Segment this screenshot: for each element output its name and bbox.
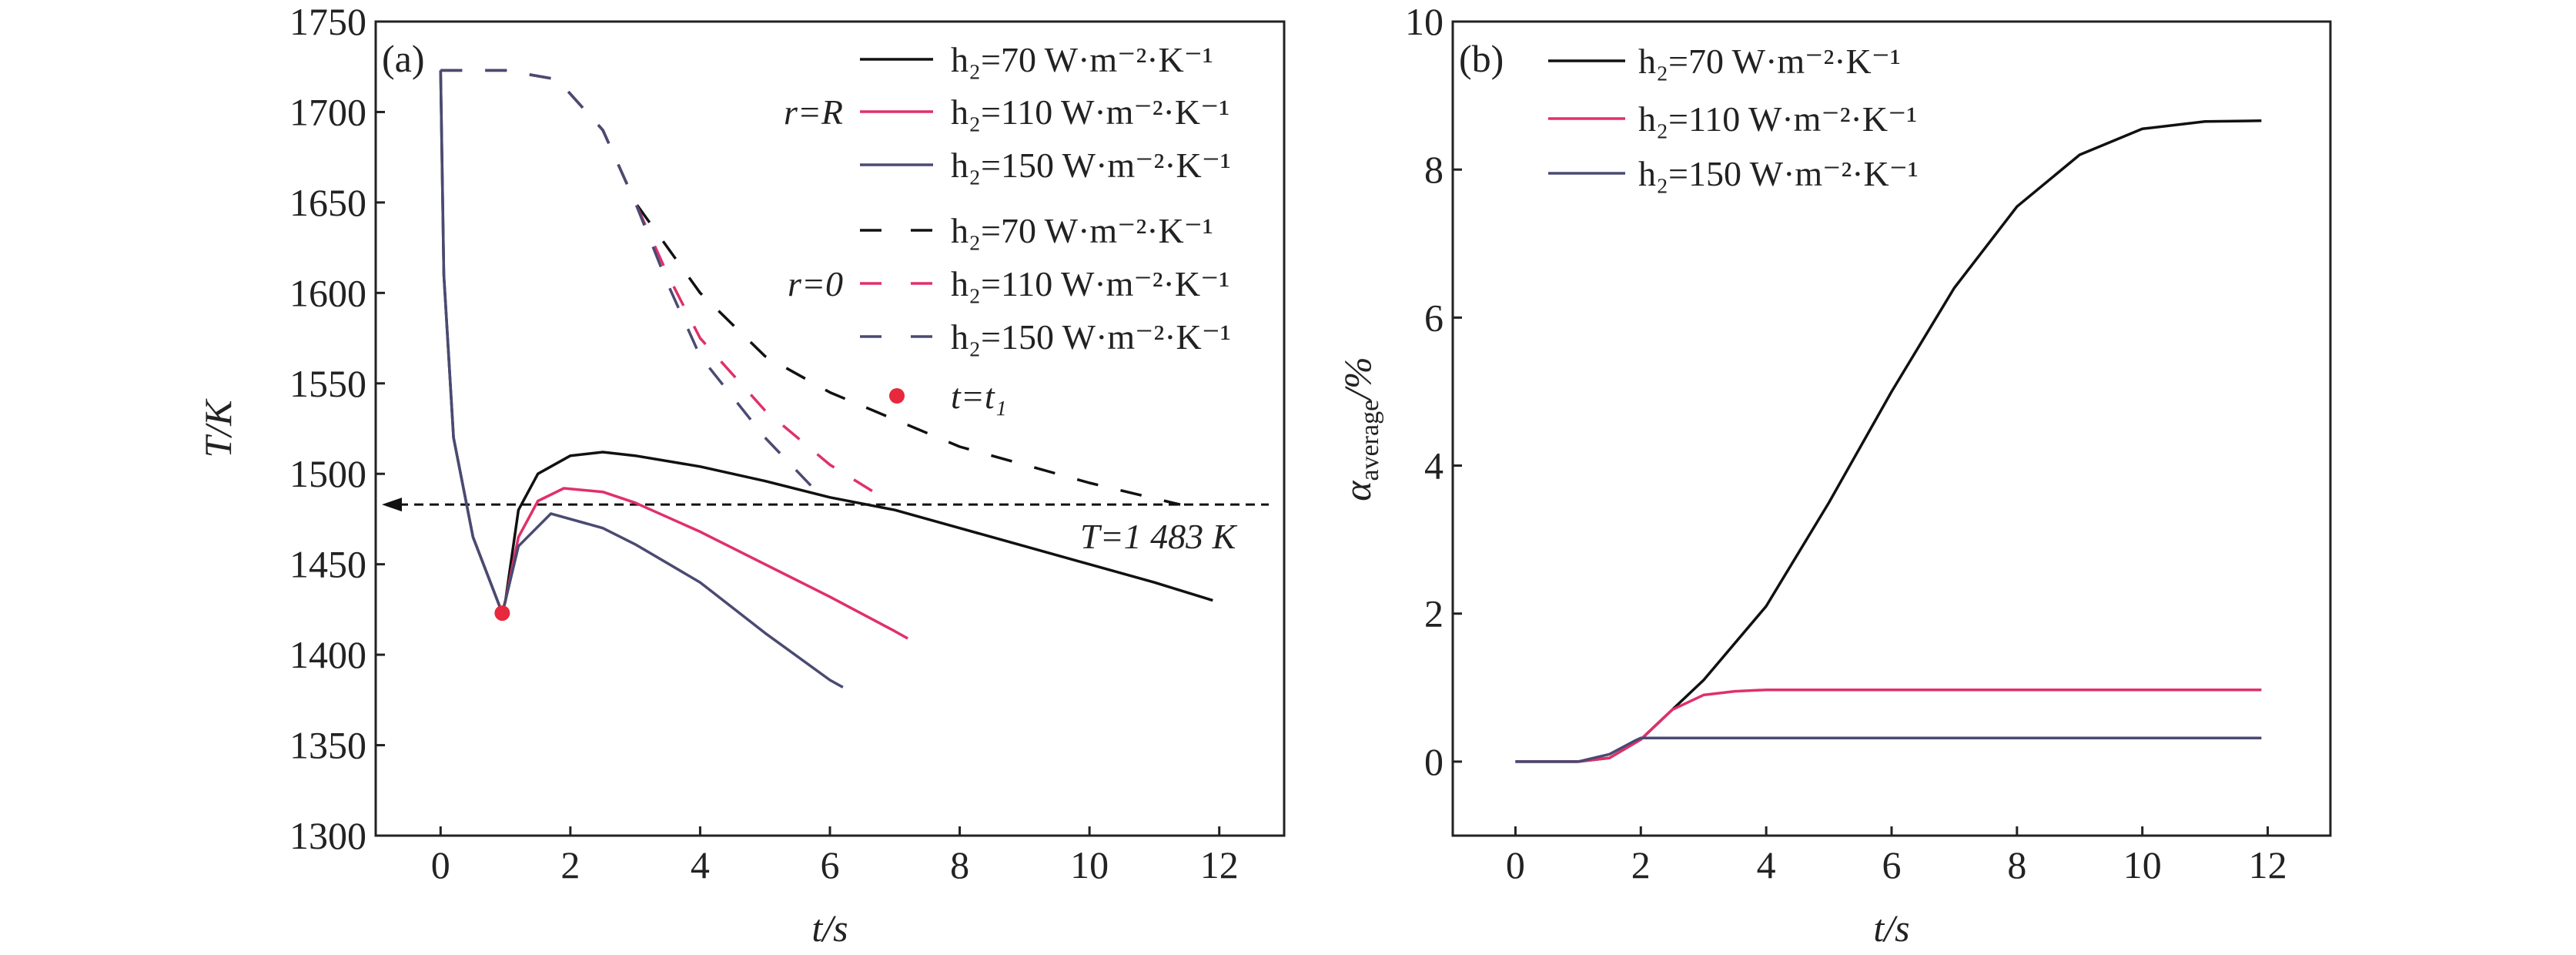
x-tick-label: 2 bbox=[1631, 843, 1651, 886]
y-tick-label: 8 bbox=[1424, 148, 1444, 191]
x-tick-label: 0 bbox=[431, 843, 450, 886]
x-tick-label: 8 bbox=[2007, 843, 2026, 886]
legend-group-label: r=0 bbox=[788, 264, 843, 303]
x-tick-label: 10 bbox=[1070, 843, 1109, 886]
x-tick-label: 4 bbox=[1757, 843, 1776, 886]
series-line-2 bbox=[439, 70, 844, 689]
panel-label: (a) bbox=[382, 37, 425, 80]
legend-label-3: h₂=70 W·m⁻²·K⁻¹ bbox=[951, 211, 1213, 250]
series-line-1 bbox=[500, 487, 908, 640]
y-tick-label: 1350 bbox=[289, 724, 366, 767]
x-tick-label: 0 bbox=[1506, 843, 1525, 886]
series-line-5 bbox=[440, 69, 818, 493]
series-line-1 bbox=[1515, 688, 2262, 763]
y-label-sub: average bbox=[1356, 400, 1384, 481]
y-label-main: α bbox=[1336, 480, 1379, 501]
y-tick-label: 6 bbox=[1424, 296, 1444, 339]
x-tick-label: 6 bbox=[821, 843, 840, 886]
x-tick-label: 8 bbox=[950, 843, 969, 886]
series-line-0 bbox=[1515, 119, 2262, 763]
x-tick-label: 12 bbox=[1200, 843, 1239, 886]
y-tick-label: 1750 bbox=[289, 0, 366, 43]
y-tick-label: 1450 bbox=[289, 543, 366, 586]
y-label-unit: /% bbox=[1336, 357, 1379, 402]
x-tick-label: 4 bbox=[691, 843, 710, 886]
legend-label-1: h₂=110 W·m⁻²·K⁻¹ bbox=[1638, 99, 1917, 139]
legend-label-2: h₂=150 W·m⁻²·K⁻¹ bbox=[951, 146, 1231, 185]
plot-frame bbox=[1451, 20, 2332, 837]
x-tick-label: 10 bbox=[2123, 843, 2162, 886]
y-tick-label: 1550 bbox=[289, 362, 366, 405]
legend-label-0: h₂=70 W·m⁻²·K⁻¹ bbox=[1638, 42, 1901, 81]
y-tick-label: 1700 bbox=[289, 90, 366, 133]
legend-label-1: h₂=110 W·m⁻²·K⁻¹ bbox=[951, 92, 1229, 132]
legend-label-0: h₂=70 W·m⁻²·K⁻¹ bbox=[951, 40, 1213, 79]
legend-group-label: r=R bbox=[784, 92, 843, 132]
y-tick-label: 1650 bbox=[289, 181, 366, 224]
x-axis-label: t/s bbox=[811, 906, 848, 950]
y-tick-label: 2 bbox=[1424, 592, 1444, 635]
y-axis-label: T/K bbox=[196, 398, 239, 458]
chart-panel-a: 0 2 4 6 8 10 12 1300 1350 1400 1450 1500 1550 1600 165… bbox=[196, 0, 1286, 950]
series-line-3 bbox=[440, 69, 1181, 506]
marker-point bbox=[494, 605, 510, 622]
x-tick-label: 2 bbox=[560, 843, 580, 886]
y-tick-label: 10 bbox=[1405, 0, 1444, 43]
legend-marker-label: t=t₁ bbox=[951, 377, 1007, 416]
y-tick-label: 1300 bbox=[289, 814, 366, 857]
series-line-2 bbox=[1515, 736, 2262, 763]
chart-panel-b: 0 2 4 6 8 10 12 0 2 4 6 8 10 t/s αaverage/% (b) h₂=70 W·… bbox=[1336, 0, 2332, 950]
y-tick-label: 4 bbox=[1424, 444, 1444, 488]
y-tick-label: 1500 bbox=[289, 452, 366, 495]
legend-marker bbox=[889, 388, 905, 404]
y-axis-label: αaverage/% bbox=[1336, 357, 1384, 501]
x-axis-label: t/s bbox=[1873, 906, 1909, 950]
y-tick-label: 1400 bbox=[289, 633, 366, 676]
plot-frame bbox=[374, 20, 1286, 837]
x-tick-label: 6 bbox=[1882, 843, 1902, 886]
x-tick-label: 12 bbox=[2249, 843, 2287, 886]
arrow-left-icon bbox=[382, 498, 402, 512]
panel-label: (b) bbox=[1459, 37, 1504, 80]
reference-label: T=1 483 K bbox=[1080, 517, 1238, 556]
legend-label-4: h₂=110 W·m⁻²·K⁻¹ bbox=[951, 264, 1229, 303]
legend-label-5: h₂=150 W·m⁻²·K⁻¹ bbox=[951, 317, 1231, 357]
y-tick-label: 1600 bbox=[289, 271, 366, 314]
y-tick-label: 0 bbox=[1424, 740, 1444, 783]
legend-label-2: h₂=150 W·m⁻²·K⁻¹ bbox=[1638, 154, 1919, 193]
